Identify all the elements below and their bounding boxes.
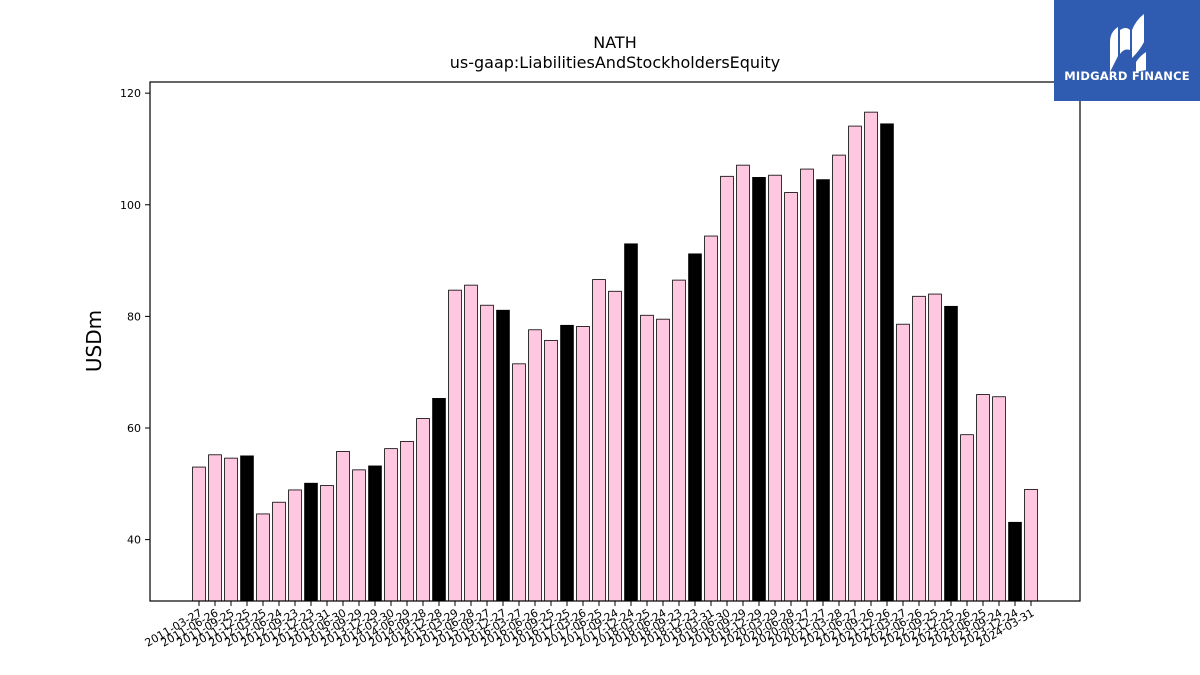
bar (976, 394, 990, 602)
bar (752, 177, 766, 602)
bar (400, 440, 414, 602)
bar (384, 448, 398, 602)
y-tick-label: 60 (127, 422, 141, 435)
bar (256, 513, 270, 602)
bar (560, 324, 574, 602)
chart-title: NATH (593, 33, 636, 52)
bar (192, 466, 206, 602)
y-tick-label: 80 (127, 310, 141, 323)
bar (480, 304, 494, 602)
bar (768, 174, 782, 602)
bar (832, 154, 846, 602)
bar (304, 482, 318, 602)
bar (208, 454, 222, 602)
bar (576, 326, 590, 602)
bar (368, 465, 382, 602)
bar (784, 192, 798, 602)
bar (880, 123, 894, 602)
bar (528, 329, 542, 602)
bar (272, 501, 286, 602)
y-tick-label: 120 (120, 87, 141, 100)
bar (720, 175, 734, 602)
logo-text: MIDGARD FINANCE (1064, 69, 1190, 83)
chart-subtitle: us-gaap:LiabilitiesAndStockholdersEquity (450, 53, 781, 72)
y-axis-label: USDm (82, 310, 106, 372)
bar (656, 318, 670, 602)
bars-group (192, 111, 1038, 602)
bar (928, 293, 942, 602)
bar (864, 111, 878, 602)
bar (672, 279, 686, 602)
bar (688, 253, 702, 602)
bar (800, 168, 814, 602)
midgard-logo-icon (1110, 14, 1146, 72)
bar (1008, 521, 1022, 602)
bar (1024, 488, 1038, 602)
bar (912, 295, 926, 602)
bar (336, 451, 350, 602)
bar (288, 489, 302, 602)
bar (992, 396, 1006, 602)
bar (240, 455, 254, 602)
bar (224, 457, 238, 602)
bar (592, 279, 606, 602)
bar (416, 418, 430, 602)
bar (448, 289, 462, 602)
bar (736, 164, 750, 602)
bar (640, 314, 654, 602)
bar (816, 179, 830, 602)
bar (704, 235, 718, 602)
y-tick-label: 40 (127, 534, 141, 547)
plot-frame (149, 81, 1081, 602)
logo: MIDGARD FINANCE (1054, 0, 1200, 101)
bar (960, 434, 974, 602)
y-axis: 40 60 80 100 120 (120, 87, 150, 547)
y-tick-label: 100 (120, 199, 141, 212)
bar (432, 398, 446, 602)
bar (896, 323, 910, 602)
bar (944, 305, 958, 602)
bar (512, 363, 526, 602)
bar (624, 243, 638, 602)
bar (848, 125, 862, 602)
bar (544, 339, 558, 602)
bar (352, 469, 366, 602)
bar (320, 485, 334, 602)
bar (464, 284, 478, 602)
bar (608, 290, 622, 602)
bar (496, 309, 510, 602)
x-axis: 2011-03-272011-06-262011-09-252011-12-25… (143, 601, 1037, 650)
